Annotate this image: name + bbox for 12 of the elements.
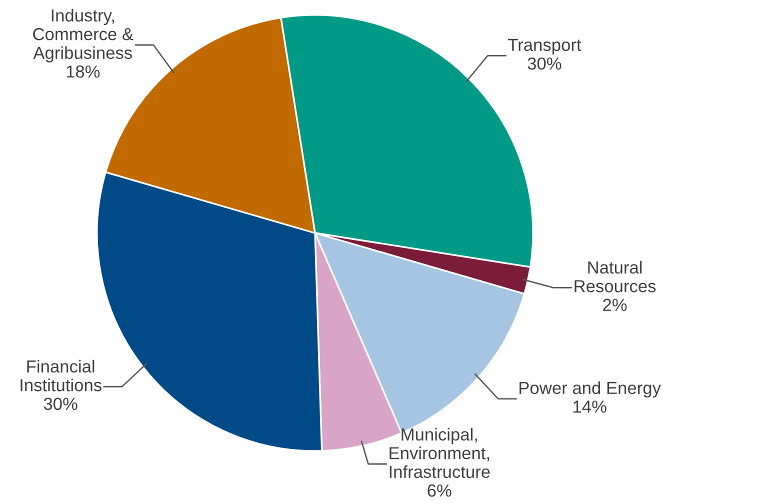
data-label: 6% [428,484,452,497]
slice-label: Financial Institutions [20,360,102,392]
data-label: 18% [66,65,100,78]
slice-label: Municipal, Environment, Infrastructure [390,428,490,478]
slice-label: Natural Resources [574,260,656,292]
slice-label: Transport [508,38,582,54]
data-label: 2% [603,298,627,311]
slice-label: Power and Energy [520,381,661,398]
slice-label: Industry, Commerce & Agribusiness [33,8,134,62]
data-label: 30% [528,57,562,70]
data-label: 14% [574,400,606,413]
data-label: 30% [44,398,78,410]
